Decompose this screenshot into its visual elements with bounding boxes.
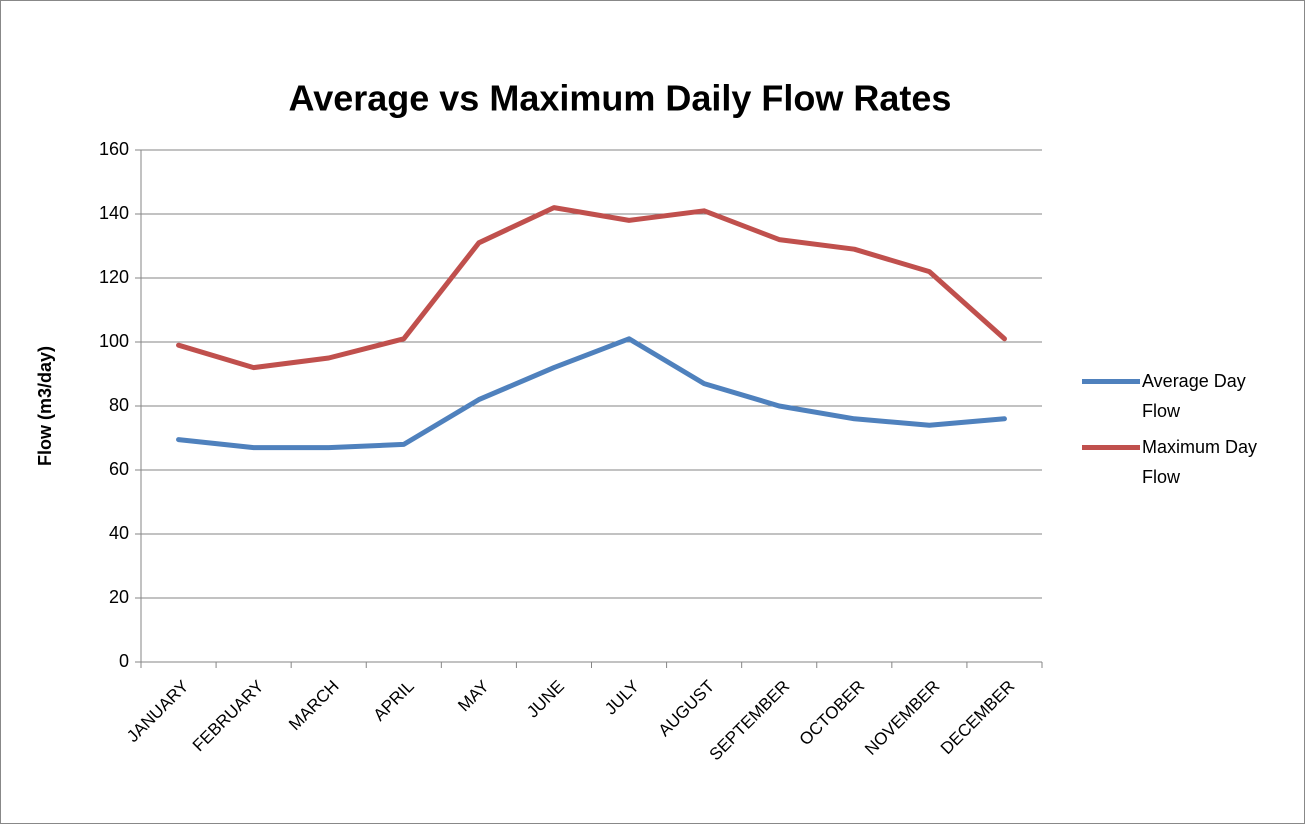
y-tick-label: 0 — [119, 651, 129, 671]
y-tick-label: 40 — [109, 523, 129, 543]
legend-item: Maximum Day Flow — [1082, 432, 1272, 492]
series-line — [176, 336, 1007, 451]
y-tick-label: 140 — [99, 203, 129, 223]
y-tick-label: 80 — [109, 395, 129, 415]
series-line — [176, 205, 1007, 371]
y-tick-label: 60 — [109, 459, 129, 479]
y-tick-label: 20 — [109, 587, 129, 607]
y-axis-label: Flow (m3/day) — [35, 346, 55, 466]
y-tick-label: 120 — [99, 267, 129, 287]
legend-swatch — [1082, 379, 1140, 384]
y-tick-label: 100 — [99, 331, 129, 351]
legend: Average Day Flow Maximum Day Flow — [1082, 366, 1282, 498]
legend-label: Average Day Flow — [1142, 371, 1246, 421]
legend-label: Maximum Day Flow — [1142, 437, 1258, 487]
legend-swatch — [1082, 445, 1140, 450]
chart-title: Average vs Maximum Daily Flow Rates — [289, 78, 952, 119]
legend-item: Average Day Flow — [1082, 366, 1272, 426]
y-tick-label: 160 — [99, 139, 129, 159]
